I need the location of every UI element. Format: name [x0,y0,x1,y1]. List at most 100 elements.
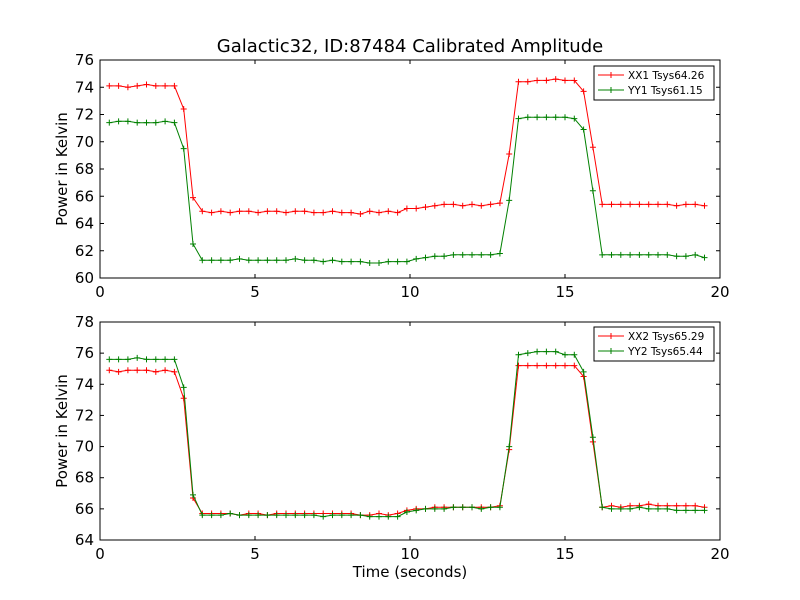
data-point-marker [283,512,289,519]
data-point-marker [208,512,215,519]
legend-box [593,65,715,101]
data-point-marker [217,512,224,519]
data-point-marker [338,258,345,265]
data-point-marker [264,208,271,215]
y-tick-label: 72 [75,106,94,124]
data-point-marker [403,508,410,515]
data-point-marker [162,118,169,125]
data-point-marker [273,257,280,264]
data-point-marker [636,251,643,258]
data-point-marker [562,77,568,84]
data-point-marker [441,201,448,208]
data-point-marker [515,78,522,85]
data-point-marker [617,505,624,512]
data-point-marker [692,201,699,208]
data-point-marker [217,208,224,215]
data-point-marker [245,257,252,264]
data-point-marker [385,258,392,265]
data-point-marker [171,356,178,363]
data-point-marker [673,202,680,209]
y-tick-label: 66 [75,187,94,205]
data-point-marker [496,504,503,511]
data-point-marker [496,250,503,257]
data-point-marker [190,491,196,498]
x-tick-label: 0 [95,545,105,563]
chart-title: Galactic32, ID:87484 Calibrated Amplitud… [217,36,603,57]
data-point-marker [162,356,169,363]
data-point-marker [106,82,113,89]
data-point-marker [348,209,355,216]
data-point-marker [171,82,178,89]
data-point-marker [283,257,289,264]
data-point-marker [180,395,187,402]
data-point-marker [571,115,578,122]
data-point-marker [320,258,327,265]
data-point-marker [543,362,550,369]
data-point-marker [403,205,410,212]
data-point-marker [627,505,634,512]
x-tick-label: 15 [555,545,574,563]
data-point-marker [236,255,243,262]
data-point-marker [366,208,373,215]
data-point-marker [701,507,708,514]
data-point-marker [348,258,355,265]
data-point-marker [134,119,141,126]
data-point-marker [255,257,262,264]
data-point-marker [608,201,615,208]
data-point-marker [115,356,122,363]
data-point-marker [236,512,243,519]
y-axis-label: Power in Kelvin [53,374,71,488]
data-point-marker [180,106,187,113]
data-point-marker [366,260,373,267]
data-point-marker [273,208,280,215]
data-point-marker [469,251,475,258]
y-tick-label: 64 [75,215,94,233]
data-point-marker [413,255,420,262]
y-tick-label: 66 [75,500,94,518]
data-point-marker [301,512,308,519]
data-point-marker [655,251,661,258]
data-point-marker [403,258,410,265]
data-point-marker [682,507,689,514]
data-point-marker [310,257,317,264]
data-point-marker [617,201,624,208]
data-point-marker [394,513,401,520]
data-point-marker [682,201,689,208]
data-point-marker [199,257,206,264]
data-point-marker [329,208,336,215]
data-point-marker [171,368,178,375]
data-point-marker [543,348,550,355]
data-point-marker [636,504,643,511]
legend-marker [608,333,614,339]
data-point-marker [227,209,234,216]
data-point-marker [152,82,159,89]
data-point-marker [645,251,652,258]
data-point-marker [124,356,131,363]
data-point-marker [115,368,122,375]
data-point-marker [608,251,615,258]
legend-marker [608,87,614,93]
data-point-marker [441,505,448,512]
data-point-marker [487,504,494,511]
data-point-marker [385,208,392,215]
data-point-marker [143,367,150,374]
data-point-marker [589,187,596,194]
data-point-marker [431,505,438,512]
y-tick-label: 68 [75,160,94,178]
data-point-marker [580,126,587,133]
data-point-marker [496,200,503,207]
x-tick-label: 5 [250,545,260,563]
data-point-marker [338,512,345,519]
data-point-marker [431,253,438,260]
data-point-marker [357,210,364,217]
data-point-marker [543,77,550,84]
y-tick-label: 60 [75,269,94,287]
data-point-marker [655,505,661,512]
data-point-marker [524,350,531,357]
data-point-marker [450,201,457,208]
data-point-marker [255,209,262,216]
data-point-marker [338,209,345,216]
data-point-marker [143,356,150,363]
data-point-marker [208,257,215,264]
data-point-marker [264,257,271,264]
